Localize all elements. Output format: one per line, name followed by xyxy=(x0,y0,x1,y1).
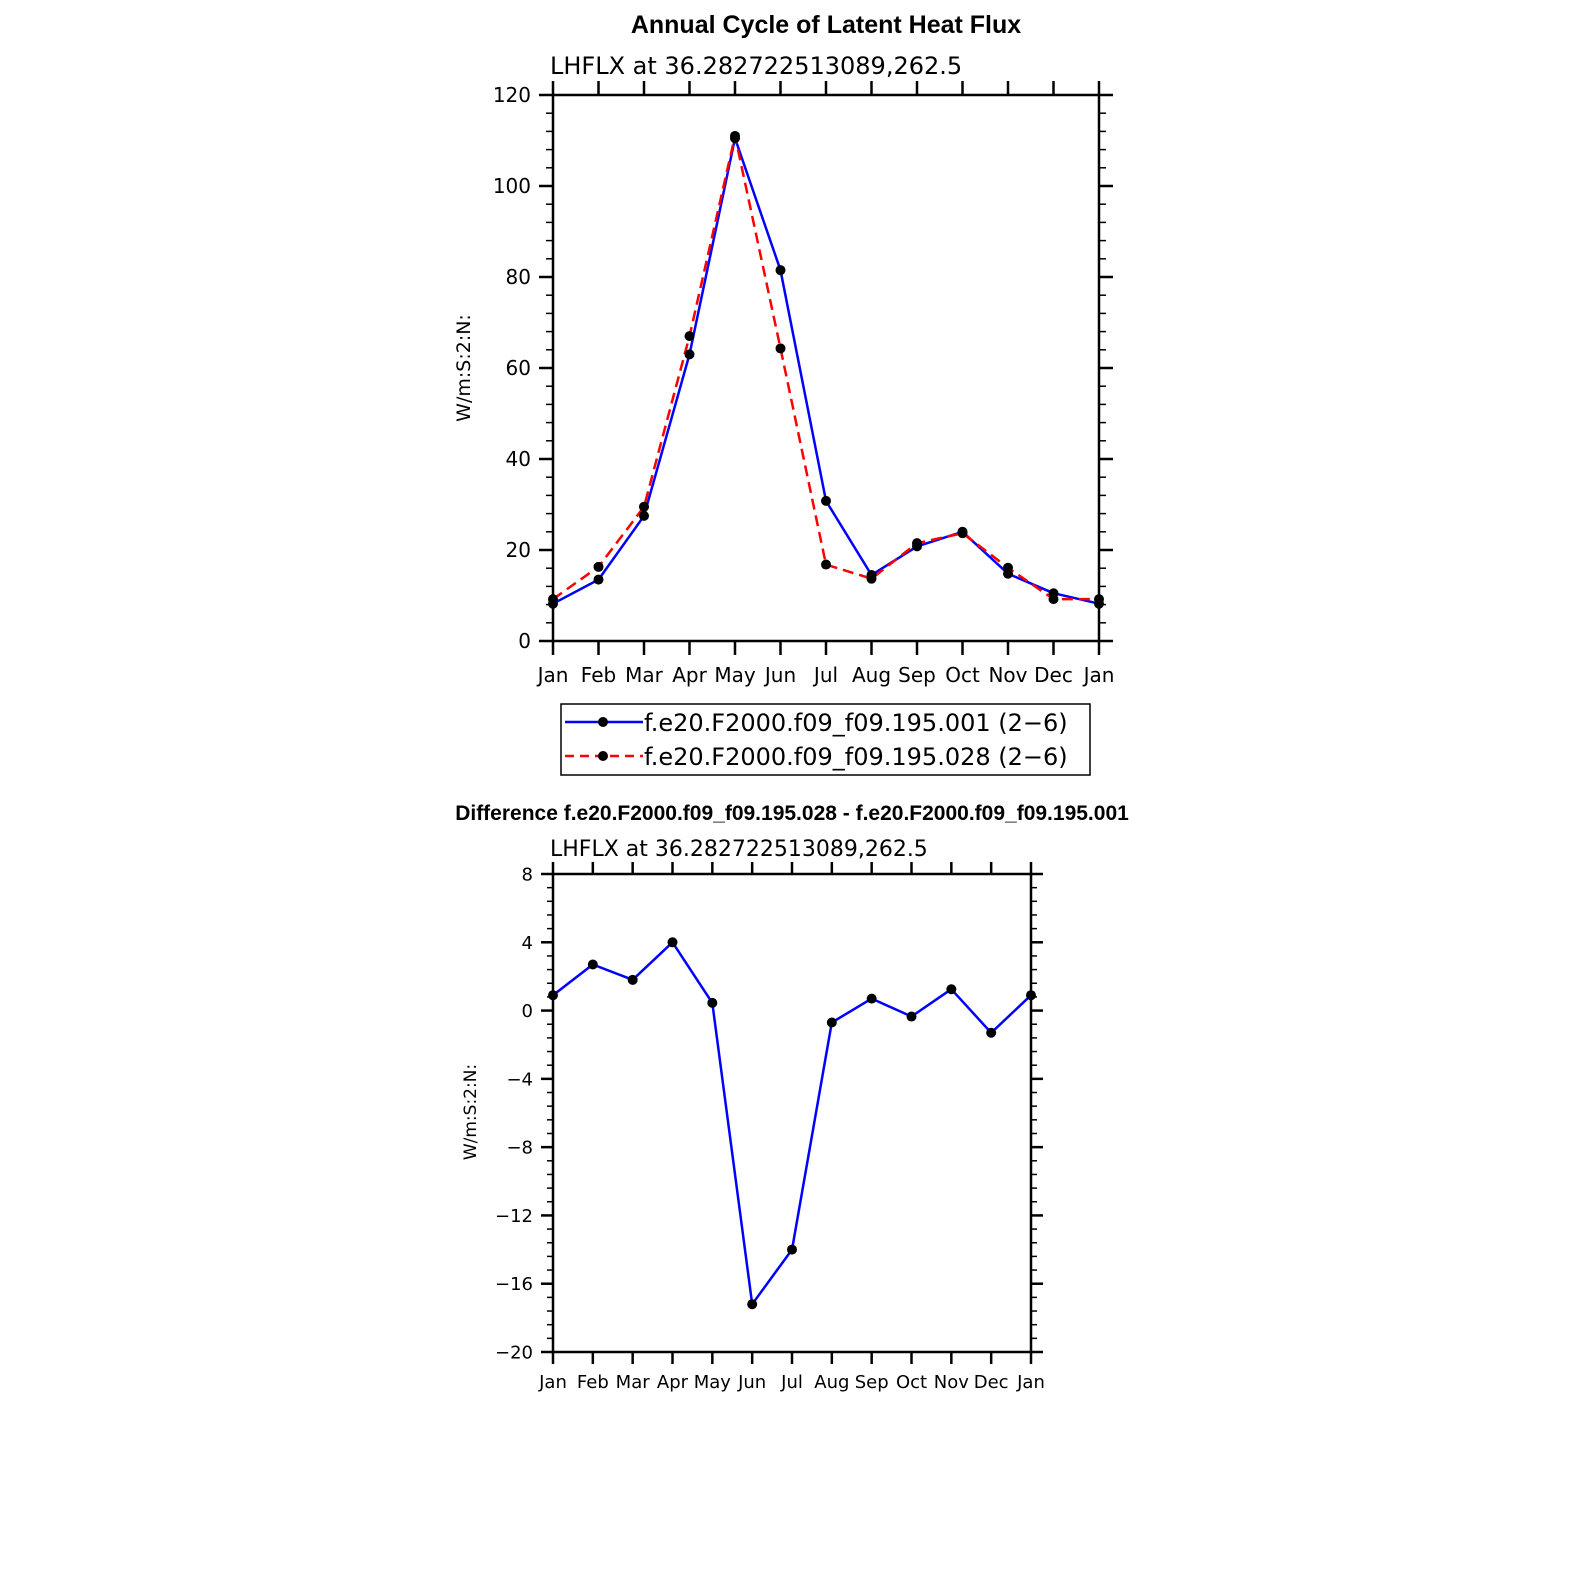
legend-box xyxy=(560,703,1091,776)
chart1-ytick-label: 20 xyxy=(506,538,531,562)
chart1-ytick-label: 0 xyxy=(518,629,531,653)
chart1-xtick-label: Jun xyxy=(763,663,796,687)
chart1-series-1-line xyxy=(552,136,1100,605)
chart1-series-2-point xyxy=(684,331,695,342)
chart2-series-1-point xyxy=(1026,990,1036,1001)
chart2-ytick-label: 8 xyxy=(522,864,533,885)
chart1-xtick-label: Feb xyxy=(581,663,616,687)
chart1-xtick-label: Jan xyxy=(1082,663,1115,687)
chart2-xtick-label: Dec xyxy=(974,1372,1009,1393)
chart1-series-2-point xyxy=(912,538,922,549)
legend-marker-series1 xyxy=(598,717,608,727)
chart1-ytick-label: 80 xyxy=(506,265,531,289)
chart1-series-2-point xyxy=(775,343,786,354)
legend-label-series1: f.e20.F2000.f09_f09.195.001 (2−6) xyxy=(644,709,1068,737)
chart1-series-2-point xyxy=(730,130,740,141)
legend-label-series2: f.e20.F2000.f09_f09.195.028 (2−6) xyxy=(644,743,1068,771)
chart2-title: Difference f.e20.F2000.f09_f09.195.028 -… xyxy=(455,802,1129,825)
chart1-xtick-label: Jan xyxy=(536,663,569,687)
chart1-series-2-point xyxy=(1048,594,1059,605)
chart2-series-1-point xyxy=(587,959,598,970)
chart2-series-1-point xyxy=(866,993,877,1004)
chart2-xtick-label: Jan xyxy=(538,1372,567,1393)
chart2-xtick-label: Mar xyxy=(616,1372,651,1393)
chart1-ytick-label: 100 xyxy=(493,174,531,198)
chart2-xtick-label: Feb xyxy=(577,1372,609,1393)
chart1-legend: f.e20.F2000.f09_f09.195.001 (2−6) f.e20.… xyxy=(560,703,1091,776)
chart2-xtick-label: May xyxy=(694,1372,732,1393)
chart1-xtick-label: Dec xyxy=(1034,663,1073,687)
chart2-series-1-point xyxy=(548,990,558,1001)
chart1-series-2-point xyxy=(1094,594,1104,605)
chart2-series-1-point xyxy=(906,1011,917,1022)
chart2-ytick-label: −8 xyxy=(506,1138,533,1159)
chart2-xtick-label: Aug xyxy=(814,1372,849,1393)
chart2-plot: Jan Feb Mar Apr May Jun Jul Aug Sep Oct Nov Dec Jan−… xyxy=(495,862,1045,1393)
chart1-series-2-point xyxy=(593,561,604,572)
chart2-xtick-label: Jul xyxy=(780,1372,803,1393)
chart1-series-2-point xyxy=(639,501,649,512)
chart2-xtick-label: Oct xyxy=(896,1372,927,1393)
chart1-ylabel: W/m:S:2:N: xyxy=(453,314,475,422)
chart1-ytick-label: 60 xyxy=(506,356,531,380)
chart1-xtick-label: Aug xyxy=(852,663,891,687)
chart2-xtick-label: Jan xyxy=(1016,1372,1045,1393)
chart2-series-1-point xyxy=(946,984,957,995)
chart1-series-2-point xyxy=(821,559,831,570)
chart1-xtick-label: Oct xyxy=(945,663,980,687)
chart2-ytick-label: −16 xyxy=(495,1274,533,1295)
chart2-ytick-label: −20 xyxy=(495,1342,533,1363)
chart1-xtick-label: May xyxy=(714,663,756,687)
chart2-ytick-label: −12 xyxy=(495,1206,533,1227)
chart2-frame xyxy=(551,872,1033,1354)
chart1-xtick-label: Sep xyxy=(898,663,936,687)
chart2-ytick-label: 4 xyxy=(522,933,533,954)
chart2-ylabel: W/m:S:2:N: xyxy=(461,1064,481,1160)
chart2-series-1-point xyxy=(986,1027,997,1038)
chart1-subtitle: LHFLX at 36.282722513089,262.5 xyxy=(550,52,962,80)
chart1-series-2-point xyxy=(957,528,968,539)
chart1-series-1-point xyxy=(639,510,649,521)
chart2-xtick-label: Sep xyxy=(855,1372,889,1393)
chart1-xtick-label: Mar xyxy=(625,663,664,687)
chart2-series-1-point xyxy=(707,997,718,1008)
chart2-series-1-point xyxy=(787,1244,797,1255)
chart2-series-1-point xyxy=(747,1299,758,1310)
chart2-xtick-label: Nov xyxy=(934,1372,969,1393)
chart1-title: Annual Cycle of Latent Heat Flux xyxy=(631,11,1021,39)
chart2-series-1-point xyxy=(667,937,678,948)
chart1-series-1-point xyxy=(684,349,695,360)
chart2-series-1-point xyxy=(826,1017,837,1028)
chart1-series-2-point xyxy=(548,594,558,605)
chart1-series-1-point xyxy=(821,495,831,506)
chart2-series-1-point xyxy=(627,974,638,985)
legend-marker-series2 xyxy=(598,751,608,761)
chart1-series-2-point xyxy=(866,573,877,584)
chart2-xtick-label: Jun xyxy=(737,1372,766,1393)
chart1-series-1-point xyxy=(593,574,604,585)
chart1-xtick-label: Nov xyxy=(988,663,1027,687)
chart1-series-1-point xyxy=(775,265,786,276)
chart1-series-2-point xyxy=(1003,562,1013,573)
chart1-ytick-label: 120 xyxy=(493,83,531,107)
chart2-subtitle: LHFLX at 36.282722513089,262.5 xyxy=(550,837,928,862)
chart1-ytick-label: 40 xyxy=(506,447,531,471)
chart1-xtick-label: Jul xyxy=(812,663,838,687)
chart1-xtick-label: Apr xyxy=(672,663,707,687)
chart1-plot: Jan Feb Mar Apr May Jun Jul Aug Sep Oct Nov Dec Jan0… xyxy=(493,81,1115,687)
chart2-ytick-label: −4 xyxy=(506,1069,533,1090)
chart2-xtick-label: Apr xyxy=(657,1372,689,1393)
chart2-ytick-label: 0 xyxy=(522,1001,533,1022)
